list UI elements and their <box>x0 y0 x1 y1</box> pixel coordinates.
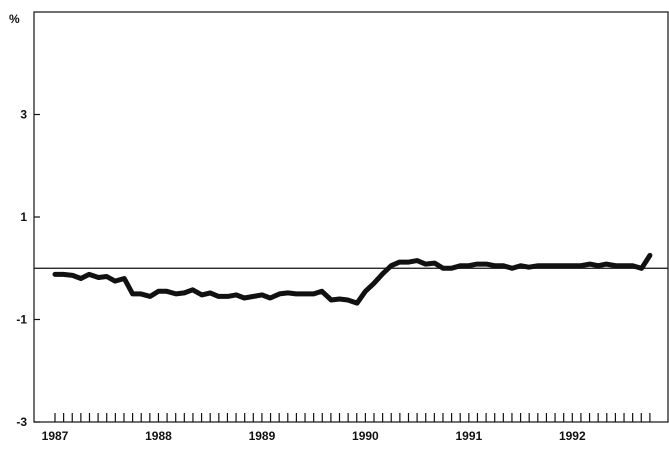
x-tick-label: 1987 <box>42 429 69 443</box>
series-line <box>52 252 653 306</box>
y-tick-label: -1 <box>16 313 27 327</box>
x-tick-label: 1989 <box>249 429 276 443</box>
x-tick-label: 1990 <box>352 429 379 443</box>
x-tick-label: 1991 <box>455 429 482 443</box>
x-tick-label: 1992 <box>559 429 586 443</box>
x-tick-label: 1988 <box>145 429 172 443</box>
plot-frame <box>33 11 669 423</box>
y-tick-label: 1 <box>20 210 27 224</box>
y-tick-label: -3 <box>16 415 27 429</box>
y-tick-label: 3 <box>20 108 27 122</box>
x-axis-ticks: 1987 1988 1989 1990 1991 1992 <box>42 413 651 443</box>
y-axis-unit-label: % <box>9 12 20 26</box>
y-axis-ticks: 3 1 -1 -3 <box>16 108 40 429</box>
